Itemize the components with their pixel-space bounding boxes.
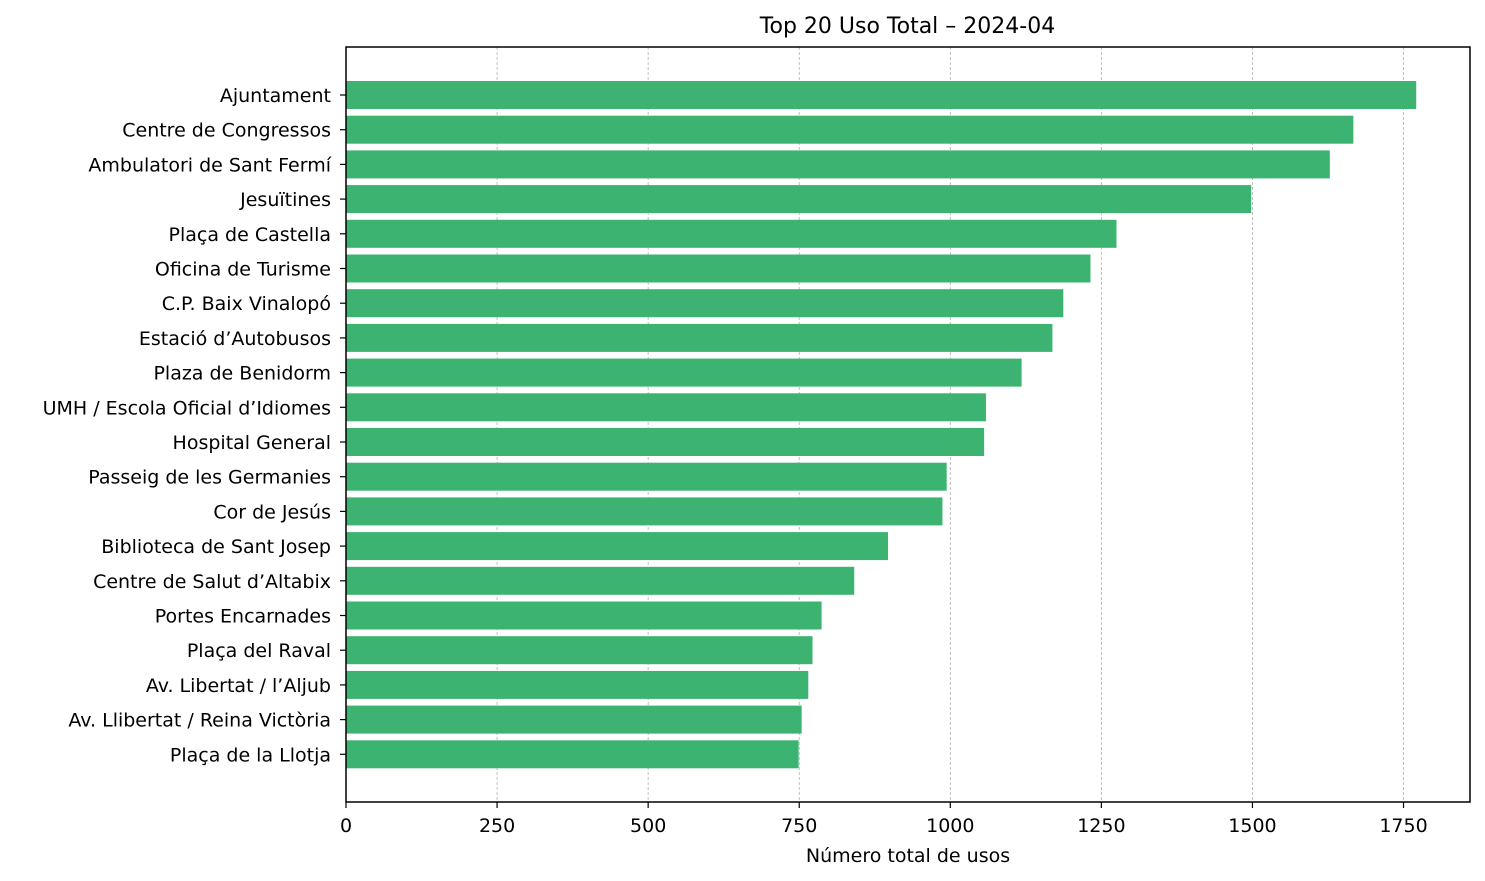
chart-title: Top 20 Uso Total – 2024-04 <box>759 14 1055 39</box>
y-tick-label: Passeig de les Germanies <box>88 467 331 489</box>
y-tick-label: Cor de Jesús <box>213 501 331 523</box>
y-tick-label: Centre de Salut d’Altabix <box>93 571 331 593</box>
y-tick-label: C.P. Baix Vinalopó <box>162 293 331 315</box>
bar <box>346 393 986 422</box>
x-tick-label: 1750 <box>1379 815 1427 837</box>
x-axis-label: Número total de usos <box>806 845 1010 867</box>
y-tick-label: Hospital General <box>173 432 331 454</box>
plot-frame <box>345 46 1471 803</box>
bar <box>346 705 802 734</box>
x-tick-label: 500 <box>630 815 666 837</box>
bar <box>346 323 1053 352</box>
y-tick-label: UMH / Escola Oficial d’Idiomes <box>43 397 331 419</box>
x-tick-label: 1000 <box>926 815 974 837</box>
bar <box>346 566 855 595</box>
bar <box>346 150 1330 179</box>
bar <box>346 497 943 526</box>
y-tick-label: Av. Libertat / l’Aljub <box>146 675 331 697</box>
x-tick-label: 0 <box>340 815 352 837</box>
bars <box>346 81 1417 769</box>
bar <box>346 115 1354 144</box>
x-axis: 0 250 500 750 1000 1250 1500 1750 <box>340 802 1428 837</box>
x-tick-label: 1250 <box>1077 815 1125 837</box>
y-tick-label: Ajuntament <box>220 85 331 107</box>
bar <box>346 254 1091 283</box>
y-tick-label: Portes Encarnades <box>155 606 331 628</box>
y-axis: Ajuntament Centre de Congressos Ambulatori… <box>43 85 346 766</box>
x-tick-label: 750 <box>781 815 817 837</box>
y-tick-label: Plaza de Benidorm <box>153 363 331 385</box>
bar <box>346 428 985 456</box>
bar <box>346 358 1022 387</box>
bar <box>346 81 1417 109</box>
y-tick-label: Plaça del Raval <box>187 640 331 662</box>
y-tick-label: Plaça de Castella <box>169 224 331 246</box>
bar <box>346 636 813 665</box>
bar <box>346 289 1064 318</box>
y-tick-label: Estació d’Autobusos <box>139 328 331 350</box>
bar <box>346 219 1117 248</box>
x-tick-label: 1500 <box>1228 815 1276 837</box>
bar <box>346 601 822 630</box>
y-tick-label: Ambulatori de Sant Fermí <box>88 154 331 176</box>
y-tick-label: Jesuïtines <box>239 189 331 211</box>
bar <box>346 532 889 561</box>
bar <box>346 670 809 699</box>
y-tick-label: Plaça de la Llotja <box>170 744 331 766</box>
y-tick-label: Oficina de Turisme <box>155 259 331 281</box>
y-tick-label: Biblioteca de Sant Josep <box>101 536 331 558</box>
y-tick-label: Av. Llibertat / Reina Victòria <box>68 710 331 732</box>
y-tick-label: Centre de Congressos <box>122 120 331 142</box>
bar <box>346 462 947 491</box>
bar <box>346 185 1252 214</box>
bar <box>346 740 799 769</box>
x-tick-label: 250 <box>479 815 515 837</box>
